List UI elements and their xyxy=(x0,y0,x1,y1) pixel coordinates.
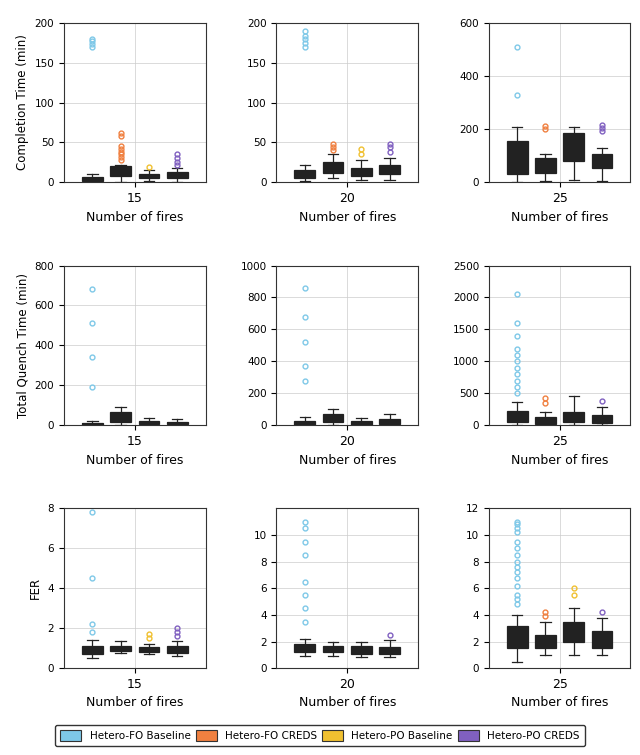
PathPatch shape xyxy=(380,418,400,424)
X-axis label: Number of fires: Number of fires xyxy=(511,211,608,223)
PathPatch shape xyxy=(592,631,612,649)
PathPatch shape xyxy=(167,172,188,178)
PathPatch shape xyxy=(82,177,102,181)
X-axis label: Number of fires: Number of fires xyxy=(298,211,396,223)
PathPatch shape xyxy=(139,421,159,424)
PathPatch shape xyxy=(592,154,612,168)
PathPatch shape xyxy=(323,414,344,422)
X-axis label: Number of fires: Number of fires xyxy=(511,696,608,710)
PathPatch shape xyxy=(139,647,159,652)
PathPatch shape xyxy=(380,647,400,654)
PathPatch shape xyxy=(535,159,556,173)
Y-axis label: Completion Time (min): Completion Time (min) xyxy=(16,35,29,171)
PathPatch shape xyxy=(351,421,372,424)
PathPatch shape xyxy=(563,621,584,642)
PathPatch shape xyxy=(323,646,344,652)
PathPatch shape xyxy=(323,162,344,173)
PathPatch shape xyxy=(294,421,315,424)
Y-axis label: Total Quench Time (min): Total Quench Time (min) xyxy=(16,273,29,418)
PathPatch shape xyxy=(351,168,372,176)
PathPatch shape xyxy=(110,646,131,651)
PathPatch shape xyxy=(82,646,102,654)
PathPatch shape xyxy=(563,411,584,422)
PathPatch shape xyxy=(294,170,315,177)
PathPatch shape xyxy=(563,133,584,161)
Y-axis label: FER: FER xyxy=(29,578,42,599)
PathPatch shape xyxy=(351,646,372,654)
PathPatch shape xyxy=(507,626,527,649)
PathPatch shape xyxy=(139,174,159,178)
PathPatch shape xyxy=(507,141,527,174)
PathPatch shape xyxy=(592,415,612,424)
PathPatch shape xyxy=(82,424,102,425)
PathPatch shape xyxy=(110,412,131,422)
PathPatch shape xyxy=(380,165,400,174)
X-axis label: Number of fires: Number of fires xyxy=(86,696,184,710)
X-axis label: Number of fires: Number of fires xyxy=(298,696,396,710)
X-axis label: Number of fires: Number of fires xyxy=(86,211,184,223)
X-axis label: Number of fires: Number of fires xyxy=(86,454,184,467)
PathPatch shape xyxy=(167,646,188,652)
X-axis label: Number of fires: Number of fires xyxy=(298,454,396,467)
Legend: Hetero-FO Baseline, Hetero-FO CREDS, Hetero-PO Baseline, Hetero-PO CREDS: Hetero-FO Baseline, Hetero-FO CREDS, Het… xyxy=(55,725,585,746)
PathPatch shape xyxy=(294,643,315,652)
X-axis label: Number of fires: Number of fires xyxy=(511,454,608,467)
PathPatch shape xyxy=(110,166,131,176)
PathPatch shape xyxy=(535,417,556,424)
PathPatch shape xyxy=(535,635,556,649)
PathPatch shape xyxy=(167,422,188,424)
PathPatch shape xyxy=(507,411,527,422)
